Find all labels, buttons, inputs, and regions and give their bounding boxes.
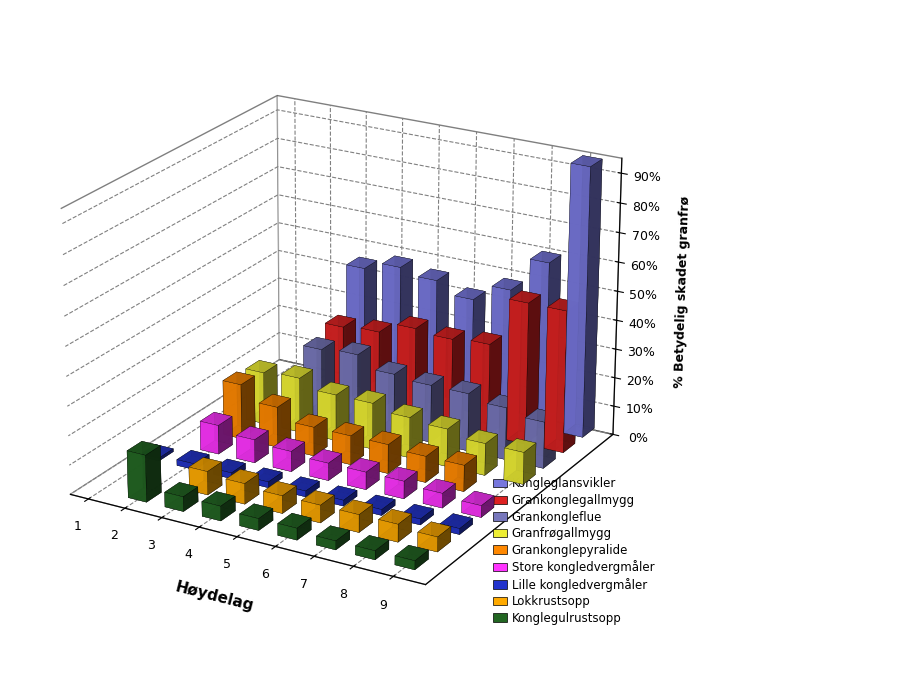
Legend: Kongleglansvikler, Grankonglegallmygg, Grankongleflue, Granfrøgallmygg, Grankong: Kongleglansvikler, Grankonglegallmygg, G…: [488, 473, 659, 629]
X-axis label: Høydelag: Høydelag: [174, 579, 255, 614]
